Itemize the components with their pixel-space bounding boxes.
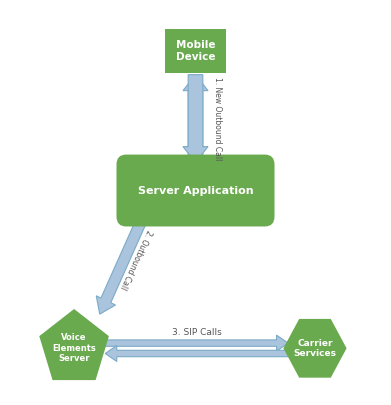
- Polygon shape: [39, 309, 109, 380]
- Polygon shape: [183, 75, 208, 162]
- Text: Voice
Elements
Server: Voice Elements Server: [52, 333, 96, 363]
- Text: Server Application: Server Application: [138, 185, 253, 196]
- Polygon shape: [183, 75, 208, 162]
- Text: Mobile
Device: Mobile Device: [176, 40, 215, 62]
- FancyBboxPatch shape: [165, 29, 226, 72]
- Polygon shape: [96, 218, 147, 314]
- Text: 3. SIP Calls: 3. SIP Calls: [172, 328, 222, 337]
- Polygon shape: [105, 345, 288, 362]
- Text: 1. New Outbound Call: 1. New Outbound Call: [213, 77, 222, 160]
- Polygon shape: [283, 319, 346, 378]
- FancyBboxPatch shape: [117, 155, 274, 226]
- Text: Carrier
Services: Carrier Services: [294, 339, 337, 358]
- Polygon shape: [105, 335, 288, 351]
- Text: 2. Outbound Call: 2. Outbound Call: [118, 228, 154, 290]
